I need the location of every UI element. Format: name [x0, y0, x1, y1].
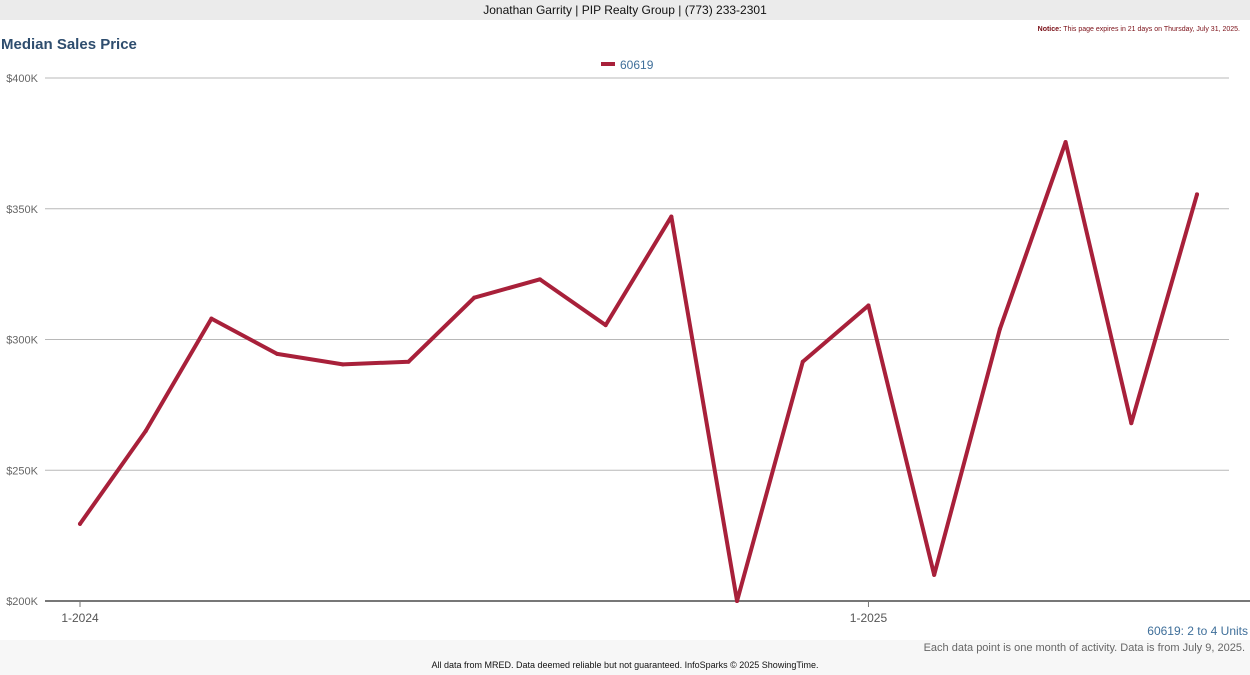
notice-label: Notice:	[1037, 26, 1062, 33]
data-point	[143, 429, 148, 434]
data-point	[800, 359, 805, 364]
y-tick-label: $300K	[6, 335, 38, 347]
data-point	[275, 351, 280, 356]
series-line-60619	[78, 140, 1199, 603]
data-point	[669, 214, 674, 219]
data-point	[209, 316, 214, 321]
data-point	[932, 572, 937, 577]
data-point	[866, 303, 871, 308]
data-point	[78, 521, 82, 526]
data-point	[603, 323, 608, 328]
footer-disclaimer: All data from MRED. Data deemed reliable…	[431, 660, 819, 670]
notice-text: This page expires in 21 days on Thursday…	[1063, 26, 1240, 33]
data-point	[537, 277, 542, 282]
data-point	[406, 359, 411, 364]
data-point	[997, 327, 1002, 332]
data-point	[1129, 421, 1134, 426]
data-point	[340, 362, 345, 367]
data-point	[1063, 140, 1068, 145]
x-tick-label: 1-2024	[61, 611, 99, 625]
y-tick-label: $250K	[6, 465, 38, 477]
data-point	[735, 599, 740, 603]
legend-label: 60619	[620, 58, 654, 72]
units-note: 60619: 2 to 4 Units	[1147, 624, 1248, 638]
data-point	[472, 295, 477, 300]
y-tick-label: $200K	[6, 596, 38, 608]
x-tick-label: 1-2025	[850, 611, 888, 625]
agent-header: Jonathan Garrity | PIP Realty Group | (7…	[0, 0, 1250, 20]
chart-title: Median Sales Price	[1, 36, 137, 53]
footer-background	[0, 640, 1250, 675]
expiration-notice: Notice: This page expires in 21 days on …	[1038, 26, 1240, 33]
data-note: Each data point is one month of activity…	[923, 642, 1245, 654]
data-point	[1195, 192, 1199, 197]
y-tick-label: $350K	[6, 204, 38, 216]
y-tick-label: $400K	[6, 73, 38, 85]
